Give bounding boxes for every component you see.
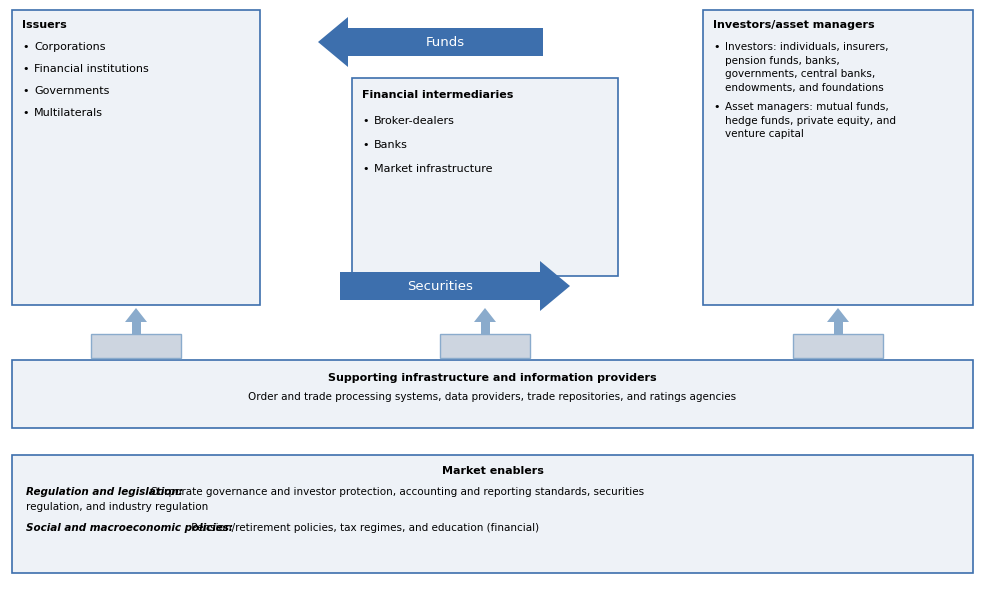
Polygon shape: [826, 308, 848, 322]
Bar: [348, 29, 542, 56]
Text: Multilaterals: Multilaterals: [34, 108, 103, 118]
Text: •: •: [22, 86, 29, 96]
Text: Market infrastructure: Market infrastructure: [374, 164, 492, 174]
Bar: [832, 322, 842, 334]
Text: Broker-dealers: Broker-dealers: [374, 116, 455, 126]
Text: Funds: Funds: [426, 35, 464, 49]
Text: Financial institutions: Financial institutions: [34, 64, 149, 74]
Text: governments, central banks,: governments, central banks,: [725, 69, 875, 79]
Bar: [12, 10, 259, 305]
Text: Market enablers: Market enablers: [441, 466, 543, 476]
Text: •: •: [362, 116, 368, 126]
Bar: [352, 78, 617, 276]
Polygon shape: [317, 17, 348, 67]
Text: •: •: [362, 140, 368, 150]
Text: Social and macroeconomic policies:: Social and macroeconomic policies:: [26, 523, 233, 533]
Text: •: •: [712, 42, 719, 52]
Text: Asset managers: mutual funds,: Asset managers: mutual funds,: [725, 102, 887, 112]
Text: Supporting infrastructure and information providers: Supporting infrastructure and informatio…: [328, 373, 656, 383]
Text: •: •: [22, 42, 29, 52]
Bar: [792, 334, 882, 358]
Bar: [12, 455, 972, 573]
Text: •: •: [712, 102, 719, 112]
Bar: [339, 273, 539, 300]
Bar: [440, 334, 529, 358]
Bar: [131, 322, 140, 334]
Text: Regulation and legislation:: Regulation and legislation:: [26, 487, 182, 497]
Text: •: •: [22, 108, 29, 118]
Text: pension funds, banks,: pension funds, banks,: [725, 55, 839, 66]
Text: Issuers: Issuers: [22, 20, 67, 30]
Text: regulation, and industry regulation: regulation, and industry regulation: [26, 502, 208, 512]
Polygon shape: [473, 308, 496, 322]
Text: endowments, and foundations: endowments, and foundations: [725, 83, 882, 92]
Polygon shape: [125, 308, 147, 322]
Text: Financial intermediaries: Financial intermediaries: [362, 90, 513, 100]
Text: Investors/asset managers: Investors/asset managers: [712, 20, 874, 30]
Text: hedge funds, private equity, and: hedge funds, private equity, and: [725, 115, 895, 126]
Text: Pension/retirement policies, tax regimes, and education (financial): Pension/retirement policies, tax regimes…: [187, 523, 538, 533]
Text: •: •: [22, 64, 29, 74]
Text: Order and trade processing systems, data providers, trade repositories, and rati: Order and trade processing systems, data…: [248, 392, 736, 402]
Text: Investors: individuals, insurers,: Investors: individuals, insurers,: [725, 42, 887, 52]
Text: Corporations: Corporations: [34, 42, 106, 52]
Text: Banks: Banks: [374, 140, 407, 150]
Bar: [12, 360, 972, 428]
Bar: [91, 334, 180, 358]
Bar: [702, 10, 972, 305]
Polygon shape: [539, 261, 570, 311]
Text: Governments: Governments: [34, 86, 109, 96]
Text: •: •: [362, 164, 368, 174]
Text: Corporate governance and investor protection, accounting and reporting standards: Corporate governance and investor protec…: [147, 487, 644, 497]
Text: venture capital: venture capital: [725, 129, 803, 139]
Bar: [480, 322, 489, 334]
Text: Securities: Securities: [406, 279, 472, 293]
